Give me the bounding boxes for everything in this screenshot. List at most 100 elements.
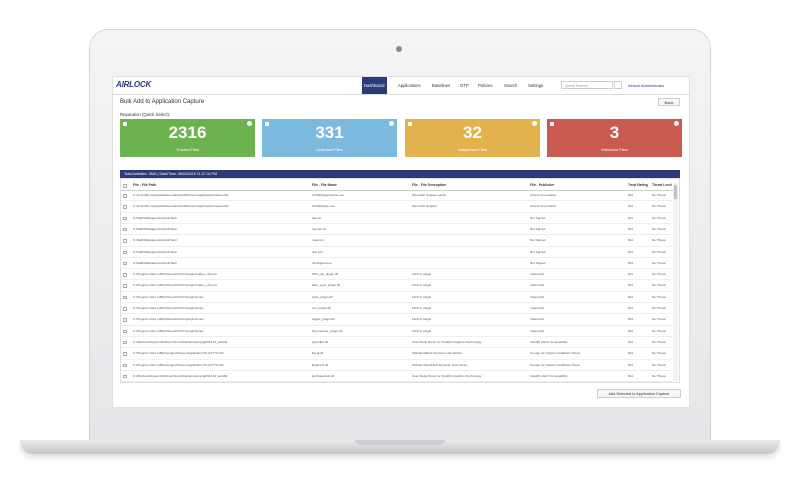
- laptop-base: [20, 440, 780, 454]
- row-divider: [121, 245, 673, 247]
- table-cell: C:\Users\Demo\AppData\Local\Airlock\Pars…: [133, 204, 229, 209]
- page-title: Bulk Add to Application Capture: [120, 99, 205, 105]
- nav-item[interactable]: Baselines: [432, 83, 451, 88]
- table-cell: C:\Program Files (x86)\Google\Chrome\App…: [133, 362, 224, 367]
- row-checkbox[interactable]: [123, 205, 127, 209]
- table-cell: S:\Staff\Wallpapers\Airlock\Test\: [133, 215, 177, 220]
- column-header[interactable]: Threat Level: [652, 183, 672, 187]
- reputation-card[interactable]: 331 Unknown Files: [262, 119, 397, 157]
- row-divider: [121, 347, 673, 349]
- table-cell: No Threat: [652, 362, 666, 367]
- table-cell: fingerprinter_plugin.dll: [312, 328, 343, 333]
- nav-item[interactable]: Search: [504, 83, 518, 88]
- table-cell: S:\Staff\Wallpapers\Airlock\Test\: [133, 238, 177, 243]
- row-checkbox[interactable]: [123, 340, 127, 345]
- row-divider: [121, 234, 673, 236]
- table-cell: No Threat: [652, 306, 666, 310]
- table-cell: No Threat: [652, 272, 666, 277]
- screen: AIRLOCK Quick Search Airlock Administrat…: [113, 77, 689, 407]
- reputation-card[interactable]: 3 Malicious Files: [547, 119, 682, 157]
- row-checkbox[interactable]: [123, 273, 127, 277]
- search-input[interactable]: Quick Search: [561, 81, 613, 89]
- card-info-icon: [247, 121, 252, 126]
- row-checkbox[interactable]: [123, 363, 127, 367]
- table-cell: TestAgent.exe: [312, 260, 332, 265]
- table-cell: abc.txt: [312, 215, 322, 220]
- table-cell: N/A: [628, 362, 634, 367]
- nav-item[interactable]: Policies: [478, 83, 493, 88]
- table: [120, 178, 680, 383]
- table-cell: N/A: [628, 328, 634, 333]
- row-checkbox[interactable]: [123, 318, 127, 322]
- card-checkbox[interactable]: [550, 122, 554, 126]
- row-checkbox[interactable]: [123, 329, 127, 334]
- card-checkbox[interactable]: [265, 122, 269, 126]
- row-checkbox[interactable]: [123, 250, 127, 254]
- column-header[interactable]: File - Publisher: [530, 183, 555, 187]
- table-cell: C:\Windows\System32\DriverStore\FileRepo…: [133, 373, 228, 378]
- row-checkbox[interactable]: [123, 352, 127, 356]
- table-cell: S:\Staff\Wallpapers\Airlock\Test\: [133, 249, 177, 254]
- search-button[interactable]: [614, 81, 622, 89]
- row-divider: [121, 302, 673, 303]
- table-summary: Total Activities: 3542 | Date/Time: 06/0…: [120, 170, 680, 178]
- row-checkbox[interactable]: [123, 227, 127, 232]
- column-header[interactable]: File - File Name: [312, 183, 337, 187]
- table-cell: N/A: [628, 204, 634, 209]
- card-checkbox[interactable]: [123, 122, 127, 126]
- nav-item[interactable]: Dashboard: [362, 77, 387, 94]
- table-cell: C:\Program Files (x86)\VideoLAN\VLC\plug…: [133, 306, 204, 310]
- table-cell: No Threat: [652, 249, 666, 254]
- table-cell: notes.txt: [312, 238, 324, 243]
- table-cell: No Threat: [652, 260, 666, 265]
- column-header[interactable]: File - File Description: [412, 183, 447, 187]
- table-cell: Not Signed: [530, 226, 546, 231]
- card-checkbox[interactable]: [408, 122, 412, 126]
- select-all-checkbox[interactable]: [123, 184, 127, 188]
- table-cell: VideoLAN: [530, 272, 544, 277]
- table-cell: VideoLAN: [530, 283, 544, 288]
- table-cell: Not Signed: [530, 249, 546, 254]
- row-checkbox[interactable]: [123, 295, 127, 300]
- add-button[interactable]: Add Selected to Application Capture: [597, 389, 681, 398]
- scrollbar[interactable]: [673, 183, 678, 381]
- table-cell: N/A: [628, 249, 634, 254]
- table-cell: Airlock Corporation: [530, 204, 557, 209]
- reputation-card[interactable]: 2316 Trusted Files: [120, 119, 255, 157]
- row-checkbox[interactable]: [123, 194, 127, 198]
- scrollbar-thumb[interactable]: [674, 185, 677, 199]
- card-label: Unknown Files: [316, 147, 343, 152]
- table-cell: LibVLC plugin: [412, 328, 432, 333]
- nav-item[interactable]: OTP: [460, 83, 469, 88]
- table-cell: LibVLC plugin: [412, 283, 432, 288]
- card-info-icon: [389, 121, 394, 126]
- user-menu[interactable]: Airlock Administrator: [628, 83, 665, 88]
- table-cell: No Threat: [652, 226, 666, 231]
- row-checkbox[interactable]: [123, 261, 127, 266]
- row-divider: [121, 324, 673, 326]
- column-header[interactable]: File - File Path: [133, 183, 156, 187]
- row-divider: [121, 358, 673, 360]
- row-checkbox[interactable]: [123, 216, 127, 221]
- camera: [396, 46, 402, 52]
- row-checkbox[interactable]: [123, 239, 127, 243]
- row-checkbox[interactable]: [123, 307, 127, 311]
- nav-item[interactable]: Applications: [398, 83, 421, 88]
- reputation-label: Reputation (Quick Select):: [120, 112, 171, 117]
- column-header[interactable]: Trust Rating: [628, 183, 648, 187]
- table-cell: OpenGUI wrapper: [412, 204, 438, 209]
- back-button[interactable]: Back: [658, 98, 680, 106]
- row-checkbox[interactable]: [123, 284, 127, 288]
- table-cell: S:\Staff\Wallpapers\Airlock\Test\: [133, 260, 177, 265]
- table-cell: LibVLC plugin: [412, 272, 432, 277]
- table-cell: Airlock Corporation: [530, 193, 557, 197]
- table-cell: N/A: [628, 306, 634, 310]
- table-cell: N/A: [628, 351, 634, 356]
- table-cell: igxSharedLib.dll: [312, 373, 335, 378]
- row-checkbox[interactable]: [123, 374, 127, 379]
- reputation-card[interactable]: 32 Suspicious Files: [405, 119, 540, 157]
- table-cell: C:\Program Files (x86)\VideoLAN\VLC\plug…: [133, 272, 217, 277]
- nav-item[interactable]: Settings: [528, 83, 544, 88]
- table-cell: No Threat: [652, 328, 666, 333]
